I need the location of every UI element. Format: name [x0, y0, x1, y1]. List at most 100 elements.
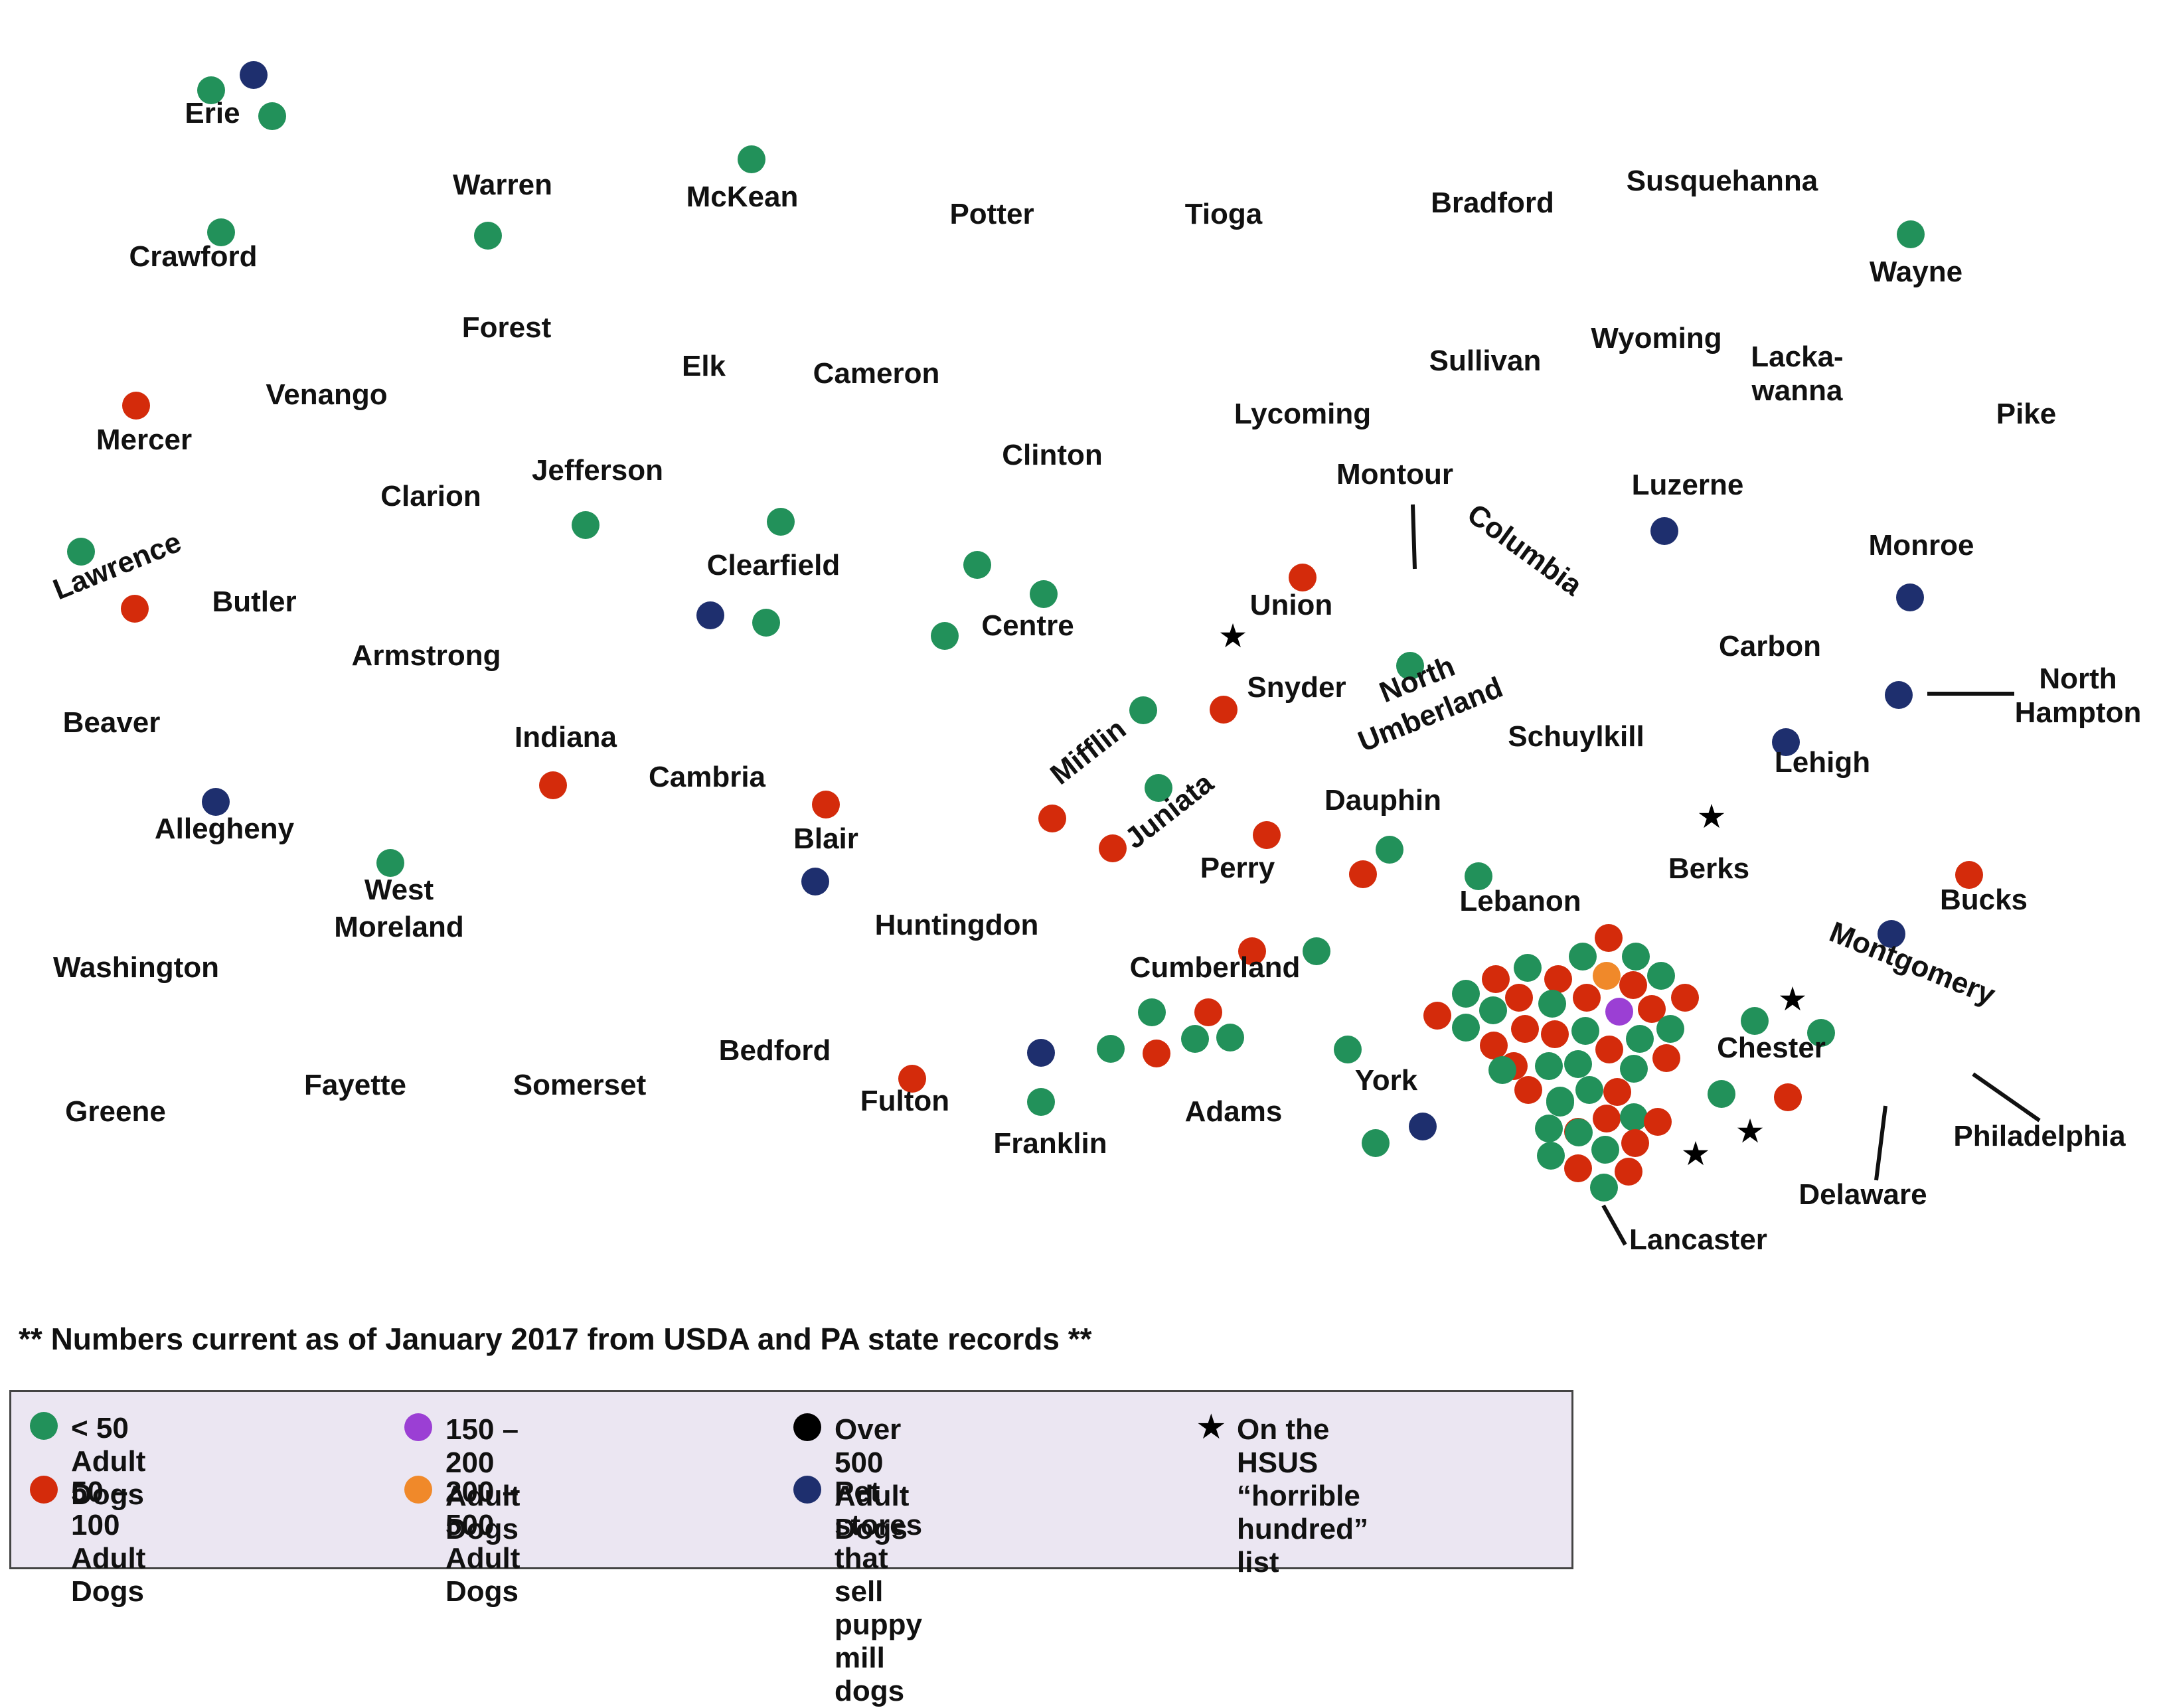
dot-lt50: [1030, 580, 1058, 608]
dot-lt50: [1452, 1014, 1480, 1042]
county-label-york: York: [1355, 1064, 1418, 1097]
legend-label-lt50: < 50 Adult Dogs: [71, 1412, 146, 1511]
dot-150-to-200: [1605, 998, 1633, 1026]
dot-lt50: [1565, 1119, 1593, 1146]
dot-lt50: [376, 849, 404, 877]
dot-50-to-100: [1644, 1108, 1672, 1136]
dot-lt50: [572, 511, 600, 539]
county-label-lebanon: Lebanon: [1459, 885, 1581, 917]
dot-lt50: [1138, 998, 1166, 1026]
dot-50-to-100: [812, 791, 840, 818]
dot-50-to-100: [1621, 1129, 1649, 1157]
dot-lt50: [1622, 943, 1650, 970]
dot-50-to-100: [1619, 971, 1647, 999]
county-label-philadelphia: Philadelphia: [1953, 1120, 2126, 1152]
data-source-note: ** Numbers current as of January 2017 fr…: [19, 1322, 1092, 1356]
dot-50-to-100: [1289, 564, 1317, 591]
dot-lt50: [1537, 1142, 1565, 1170]
dot-50-to-100: [1564, 1154, 1592, 1182]
legend-black-dot: [793, 1413, 821, 1441]
county-label-union: Union: [1250, 589, 1333, 621]
dot-50-to-100: [1099, 834, 1127, 862]
county-label-adams: Adams: [1185, 1095, 1283, 1128]
legend-purple-dot: [404, 1413, 432, 1441]
dot-lt50: [752, 609, 780, 637]
dot-pet_s-to-re: [1896, 583, 1924, 611]
county-label-fulton: Fulton: [860, 1085, 949, 1117]
dot-lt50: [1575, 1076, 1603, 1104]
dot-lt50: [1334, 1036, 1362, 1063]
dot-50-to-100: [1253, 821, 1281, 849]
dot-pet_s-to-re: [1772, 728, 1800, 756]
dot-50-to-100: [1482, 965, 1510, 993]
leader-line: [1972, 1072, 2041, 1123]
dot-50-to-100: [1595, 1036, 1623, 1063]
county-label-butler: Butler: [212, 585, 296, 618]
county-label-lycoming: Lycoming: [1234, 398, 1371, 430]
dot-50-to-100: [1615, 1158, 1642, 1186]
dot-lt50: [1465, 862, 1492, 890]
leader-line: [1874, 1105, 1887, 1181]
dot-lt50: [1626, 1025, 1654, 1053]
county-label-wyoming: Wyoming: [1591, 322, 1721, 354]
legend-label-hsus: On the HSUS “horrible hundred” list: [1237, 1413, 1368, 1579]
county-label-elk: Elk: [682, 350, 726, 382]
dot-50-to-100: [121, 595, 149, 623]
legend-label-over500: Over 500 Adult Dogs: [835, 1413, 910, 1545]
dot-lt50: [1396, 652, 1424, 680]
county-label-lehigh: Lehigh: [1775, 746, 1870, 779]
county-label-crawford: Crawford: [129, 240, 257, 273]
dot-lt50: [1535, 1115, 1563, 1142]
dot-50-to-100: [1480, 1032, 1508, 1059]
star-icon: ★: [1196, 1408, 1227, 1446]
county-label-schuylkill: Schuylkill: [1508, 720, 1644, 753]
legend-label-pet-stores: Pet stores that sell puppy mill dogs: [835, 1476, 923, 1707]
county-label-montour: Montour: [1336, 458, 1453, 491]
county-label-clinton: Clinton: [1002, 439, 1103, 471]
dot-50-to-100: [1505, 984, 1533, 1012]
county-label-beaver: Beaver: [63, 706, 161, 739]
county-label-fayette: Fayette: [304, 1069, 406, 1101]
dot-50-to-100: [1652, 1044, 1680, 1072]
county-label-dauphin: Dauphin: [1324, 784, 1441, 816]
dot-lt50: [67, 538, 95, 566]
county-label-pike: Pike: [1996, 398, 2057, 430]
dot-lt50: [963, 551, 991, 579]
county-label-tioga: Tioga: [1185, 198, 1263, 230]
county-label-bucks: Bucks: [1940, 884, 2028, 916]
dot-lt50: [1181, 1025, 1209, 1053]
county-label-washington: Washington: [53, 951, 219, 984]
county-label-perry: Perry: [1200, 852, 1275, 884]
dot-lt50: [1303, 937, 1330, 965]
dot-lt50: [1452, 980, 1480, 1008]
county-label-warren: Warren: [453, 169, 552, 201]
dot-50-to-100: [539, 771, 567, 799]
county-label-clarion: Clarion: [380, 480, 481, 512]
dot-50-to-100: [1603, 1078, 1631, 1106]
county-label-forest: Forest: [462, 311, 552, 344]
county-label-potter: Potter: [949, 198, 1034, 230]
dot-50-to-100: [1038, 805, 1066, 832]
dot-lt50: [1591, 1136, 1619, 1164]
dot-lt50: [1807, 1019, 1835, 1047]
dot-pet_s-to-re: [240, 61, 268, 89]
dot-lt50: [258, 102, 286, 130]
county-label-clearfield: Clearfield: [707, 549, 840, 582]
dot-50-to-100: [1955, 861, 1983, 889]
dot-lt50: [1571, 1017, 1599, 1045]
county-label-mckean: McKean: [686, 181, 799, 213]
dot-lt50: [207, 218, 235, 246]
dot-200-to-500: [1593, 962, 1621, 990]
county-label-bedford: Bedford: [719, 1034, 831, 1067]
county-label-lancaster: Lancaster: [1629, 1223, 1767, 1256]
dot-lt50: [1708, 1080, 1735, 1108]
county-label-sullivan: Sullivan: [1429, 345, 1542, 377]
leader-line: [1411, 504, 1417, 570]
dot-50-to-100: [1544, 965, 1572, 993]
dot-50-to-100: [1774, 1083, 1802, 1111]
county-label-north: North: [2039, 662, 2117, 695]
dot-lt50: [1620, 1103, 1648, 1131]
dot-50-to-100: [1593, 1105, 1621, 1132]
county-label-cambria: Cambria: [649, 761, 766, 793]
county-label-indiana: Indiana: [515, 721, 617, 753]
